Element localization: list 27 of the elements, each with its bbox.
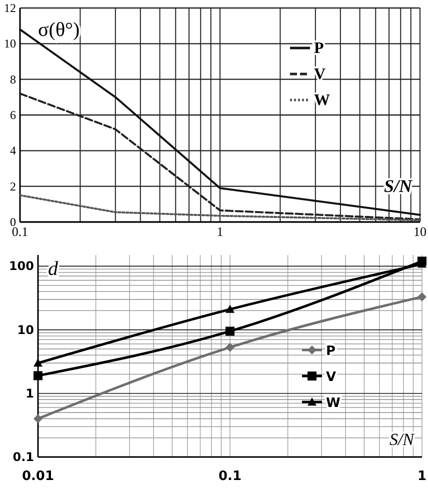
y-axis-title: σ(θ°) — [38, 19, 80, 41]
legend-label: W — [326, 396, 340, 411]
x-tick-label: 10 — [414, 224, 426, 239]
x-axis-title: S/N — [389, 430, 416, 449]
y-tick-label: 100 — [8, 259, 34, 274]
point — [226, 342, 234, 352]
y-tick-label: 4 — [10, 144, 16, 158]
y-tick-label: 6 — [10, 108, 16, 122]
y-tick-label: 10 — [4, 36, 16, 51]
point — [34, 358, 42, 367]
y-tick-label: 0.1 — [12, 450, 34, 464]
point — [34, 371, 42, 380]
legend-label: V — [326, 370, 336, 385]
x-tick-label: 1 — [417, 469, 427, 484]
point — [226, 326, 234, 336]
y-tick-label: 2 — [10, 179, 16, 194]
x-tick-label: 0.1 — [218, 469, 242, 484]
y-tick-label: 8 — [10, 72, 16, 86]
point — [34, 414, 42, 424]
y-tick-label: 1 — [26, 386, 34, 400]
x-tick-label: 1 — [216, 224, 224, 239]
x-tick-label: 0.01 — [22, 469, 54, 484]
point — [418, 292, 426, 302]
y-tick-label: 12 — [4, 1, 16, 15]
point — [226, 304, 234, 313]
legend-label: P — [326, 344, 336, 359]
y-tick-label: 10 — [17, 322, 34, 337]
